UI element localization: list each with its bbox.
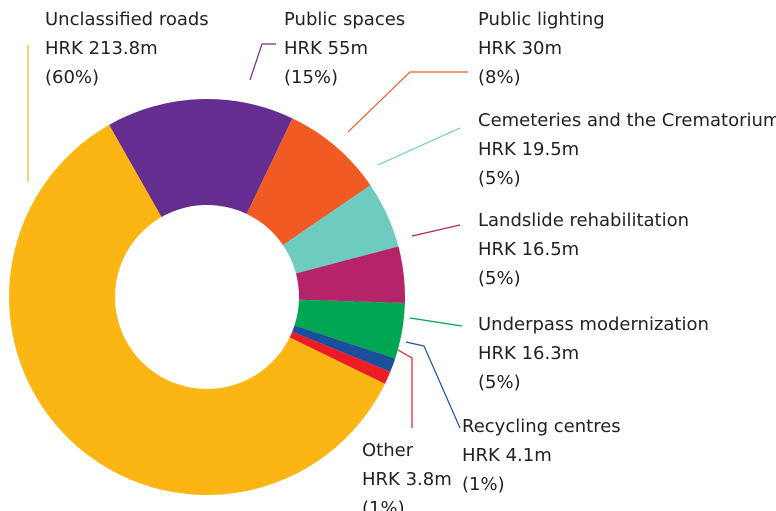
slice-percent-label: (1%)	[362, 498, 405, 511]
slice-percent-label: (60%)	[45, 67, 99, 88]
leader-line	[377, 127, 461, 166]
slice-name: Cemeteries and the Crematorium	[478, 110, 776, 131]
slice-value-label: HRK 16.3m	[478, 343, 579, 364]
slice-value-label: HRK 55m	[284, 38, 368, 59]
leader-line	[347, 71, 468, 133]
leader-line	[405, 341, 461, 429]
slice-name: Public spaces	[284, 9, 405, 30]
donut-slice	[289, 331, 391, 384]
slice-percent-label: (5%)	[478, 168, 521, 189]
donut-slice	[294, 299, 405, 359]
leader-line	[397, 349, 413, 428]
donut-slice	[9, 124, 385, 496]
donut-slice	[295, 246, 406, 303]
slice-percent-label: (15%)	[284, 67, 338, 88]
slice-value-label: HRK 4.1m	[462, 445, 552, 466]
slice-percent-label: (5%)	[478, 268, 521, 289]
donut-slice	[292, 325, 396, 372]
slice-percent-label: (5%)	[478, 372, 521, 393]
slice-name: Landslide rehabilitation	[478, 210, 689, 231]
slice-value-label: HRK 30m	[478, 38, 562, 59]
donut-slice	[109, 98, 293, 218]
leader-line	[409, 317, 463, 327]
slice-name: Unclassified roads	[45, 9, 209, 30]
slice-name: Other	[362, 440, 414, 461]
slice-value-label: HRK 19.5m	[478, 139, 579, 160]
slice-percent-label: (8%)	[478, 67, 521, 88]
slice-name: Underpass modernization	[478, 314, 709, 335]
leader-line	[249, 43, 276, 81]
donut-slice	[282, 185, 399, 274]
slice-value-label: HRK 213.8m	[45, 38, 158, 59]
slice-value-label: HRK 16.5m	[478, 239, 579, 260]
slice-name: Public lighting	[478, 9, 605, 30]
slice-name: Recycling centres	[462, 416, 621, 437]
slice-percent-label: (1%)	[462, 474, 505, 495]
slice-value-label: HRK 3.8m	[362, 469, 452, 490]
leader-line	[411, 224, 461, 237]
donut-slice	[246, 118, 371, 246]
